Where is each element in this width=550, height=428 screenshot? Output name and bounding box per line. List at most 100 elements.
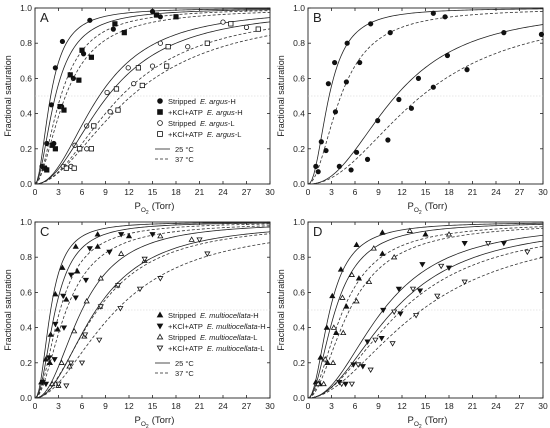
y-tick-label: 1.0 bbox=[293, 217, 305, 227]
data-point-circle-filled bbox=[501, 30, 507, 36]
x-tick-label: 15 bbox=[421, 187, 431, 197]
legend-item-text: +KCl+ATP E. argus-L bbox=[168, 130, 241, 139]
y-axis-label: Fractional saturation bbox=[3, 55, 13, 137]
data-point-triangle-open bbox=[330, 324, 337, 330]
curve-triangle-down-open-37c bbox=[34, 242, 271, 399]
data-point-triangle-down-filled bbox=[118, 232, 125, 238]
data-point-square-filled bbox=[173, 14, 179, 20]
x-tick-label: 21 bbox=[468, 187, 478, 197]
data-point-triangle-open bbox=[322, 356, 329, 362]
data-point-triangle-down-open bbox=[67, 360, 75, 367]
data-point-triangle-open bbox=[97, 275, 104, 281]
data-point-square-open bbox=[91, 123, 97, 129]
x-axis-label: PO2(Torr) bbox=[135, 415, 175, 428]
legend-suffix: -H bbox=[258, 322, 266, 331]
legend-suffix: -H bbox=[228, 97, 236, 106]
data-point-triangle-down-filled bbox=[72, 295, 79, 301]
data-point-circle-filled bbox=[52, 65, 58, 71]
x-tick-label: 27 bbox=[515, 187, 525, 197]
legend-item-text: Stripped E. argus-L bbox=[168, 119, 235, 128]
data-point-circle-filled bbox=[315, 169, 321, 175]
x-tick-label: 3 bbox=[56, 187, 61, 197]
data-point-triangle-down-filled bbox=[52, 321, 59, 328]
data-point-circle-filled bbox=[318, 139, 324, 145]
data-point-triangle-open bbox=[157, 232, 164, 239]
data-point-triangle-open bbox=[320, 380, 327, 387]
y-tick-label: 0.6 bbox=[293, 287, 305, 297]
x-axis-label: PO2(Torr) bbox=[408, 201, 448, 216]
data-point-circle-filled bbox=[313, 163, 319, 169]
x-axis-label-unit: (Torr) bbox=[425, 201, 448, 212]
data-point-circle-open bbox=[125, 65, 131, 71]
curve-circle-filled-37c bbox=[307, 10, 544, 185]
curve-square-filled-25c bbox=[34, 9, 271, 185]
legend-item-text: +KCl+ATP E. multiocellata-L bbox=[168, 344, 264, 353]
panel-label: D bbox=[313, 224, 322, 239]
data-point-circle-filled bbox=[332, 109, 339, 115]
legend-line-label: 37 °C bbox=[175, 369, 194, 378]
data-point-triangle-open bbox=[391, 253, 398, 260]
panel-b: 0 3 6 9 12 15 18 21 24 27 30 0.0 0.2 0.4 0.6 0.8 1.0 B Fra… bbox=[276, 3, 548, 216]
x-tick-label: 18 bbox=[171, 401, 181, 411]
data-point-triangle-down-filled bbox=[359, 364, 366, 370]
data-point-triangle-down-open bbox=[524, 249, 531, 256]
x-tick-label: 18 bbox=[171, 187, 181, 197]
x-tick-label: 0 bbox=[33, 401, 38, 411]
data-point-triangle-open bbox=[365, 278, 373, 285]
data-point-circle-open bbox=[157, 40, 163, 46]
data-point-circle-filled bbox=[368, 21, 374, 27]
data-point-circle-filled bbox=[364, 156, 371, 162]
data-point-triangle-filled bbox=[379, 250, 386, 256]
data-point-triangle-filled bbox=[343, 303, 350, 309]
x-tick-label: 12 bbox=[124, 401, 134, 411]
x-axis-label-sub2: 2 bbox=[419, 210, 422, 216]
x-tick-label: 6 bbox=[80, 187, 85, 197]
x-tick-label: 6 bbox=[80, 401, 85, 411]
data-point-triangle-down-open bbox=[136, 286, 144, 293]
data-point-circle-filled bbox=[59, 38, 66, 45]
x-axis-label-main: P bbox=[135, 415, 141, 426]
data-point-triangle-open bbox=[58, 359, 65, 365]
data-point-square-filled bbox=[67, 72, 73, 78]
x-tick-label: 6 bbox=[353, 187, 358, 197]
y-tick-label: 0.0 bbox=[293, 179, 305, 189]
legend-condition: +KCl+ATP bbox=[168, 322, 203, 331]
data-point-triangle-filled bbox=[74, 268, 81, 274]
data-point-triangle-filled bbox=[125, 232, 133, 239]
legend-line-label: 25 °C bbox=[175, 359, 194, 368]
legend-condition: +KCl+ATP bbox=[168, 130, 203, 139]
data-point-square-open bbox=[113, 86, 120, 92]
legend-species: E. argus bbox=[200, 119, 228, 128]
data-point-triangle-down-filled bbox=[461, 240, 468, 247]
data-point-triangle-filled bbox=[317, 354, 324, 360]
curve-triangle-down-filled-25c bbox=[34, 222, 271, 399]
data-point-triangle-open bbox=[445, 231, 453, 237]
curve-triangle-down-open-25c bbox=[34, 231, 271, 399]
legend-item-text: Stripped E. argus-H bbox=[168, 97, 236, 106]
x-tick-label: 3 bbox=[56, 401, 61, 411]
x-tick-label: 18 bbox=[444, 401, 454, 411]
data-point-triangle-open bbox=[83, 297, 90, 304]
data-point-triangle-down-open bbox=[372, 337, 379, 344]
x-axis-label-unit: (Torr) bbox=[152, 201, 175, 212]
data-point-triangle-open bbox=[406, 227, 413, 233]
data-point-triangle-down-filled bbox=[106, 249, 113, 256]
curve-triangle-filled-37c bbox=[34, 223, 271, 399]
data-point-triangle-down-open bbox=[485, 240, 492, 247]
x-tick-label: 21 bbox=[195, 401, 205, 411]
data-point-triangle-filled bbox=[94, 243, 101, 249]
data-point-triangle-open bbox=[118, 250, 125, 256]
data-point-triangle-down-open bbox=[82, 332, 89, 338]
data-point-triangle-down-filled bbox=[342, 381, 349, 388]
y-tick-label: 0.4 bbox=[293, 109, 305, 119]
data-point-triangle-down-open bbox=[78, 360, 86, 367]
x-axis-label-sub: O bbox=[141, 421, 146, 428]
legend-species: E. multiocellata bbox=[200, 333, 251, 342]
data-point-triangle-down-filled bbox=[86, 246, 93, 252]
data-point-square-open bbox=[115, 107, 121, 113]
data-point-circle-filled bbox=[332, 59, 338, 66]
curve-triangle-down-open-25c bbox=[307, 240, 544, 399]
y-tick-label: 0.8 bbox=[20, 252, 32, 262]
data-point-square-filled bbox=[57, 103, 63, 110]
x-tick-label: 12 bbox=[397, 187, 407, 197]
